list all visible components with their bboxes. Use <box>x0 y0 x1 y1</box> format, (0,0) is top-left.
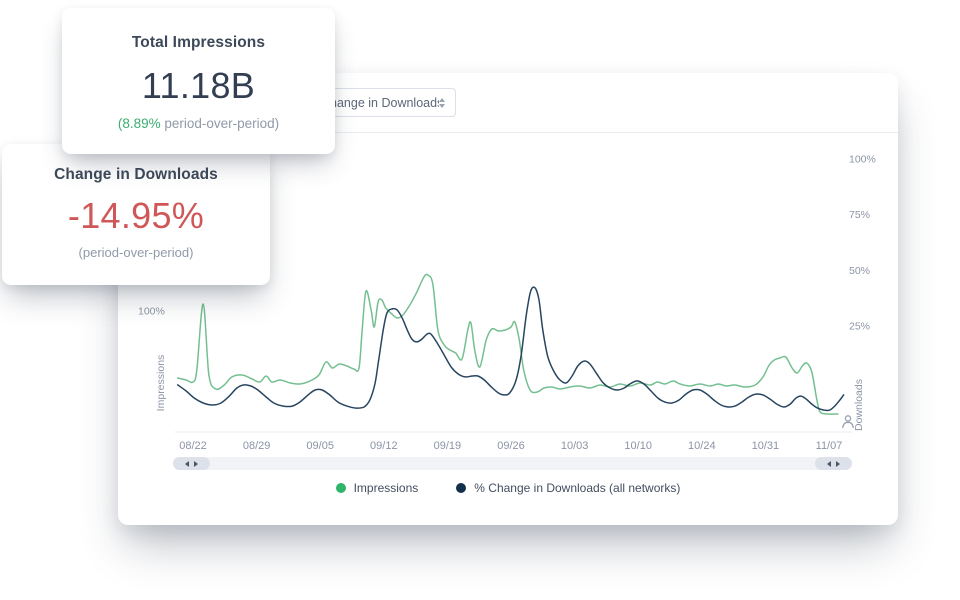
scrollbar-right-handle[interactable] <box>815 457 852 470</box>
legend-item[interactable]: Impressions <box>335 481 419 495</box>
line-chart: 08/22 08/29 09/05 09/12 09/19 09/26 10/03 10/10… <box>138 153 876 452</box>
scroll-left-icon[interactable] <box>827 460 831 467</box>
chart-scrollbar[interactable] <box>173 457 852 470</box>
chart-legend: Impressions % Change in Downloads (all ne… <box>118 481 898 495</box>
legend-label: % Change in Downloads (all networks) <box>474 481 681 495</box>
metric-dropdown-value: Change in Downloads <box>321 95 439 110</box>
downloads-change-value: -14.95% <box>67 195 205 236</box>
legend-item[interactable]: % Change in Downloads (all networks) <box>456 481 680 495</box>
person-icon[interactable] <box>841 414 855 429</box>
impressions-subtext: (8.89% period-over-period) <box>62 116 335 131</box>
x-tick-label: 10/03 <box>561 440 589 452</box>
x-tick-label: 10/24 <box>688 440 716 452</box>
legend-label: Impressions <box>353 481 419 495</box>
downloads-change-caption: (period-over-period) <box>78 245 194 260</box>
x-tick-label: 09/26 <box>497 440 525 452</box>
chart-area: 08/22 08/29 09/05 09/12 09/19 09/26 10/03 10/10… <box>118 73 898 453</box>
x-tick-label: 11/07 <box>816 440 843 452</box>
right-tick-label: 25% <box>849 321 870 333</box>
right-tick-label: 75% <box>849 209 870 221</box>
scroll-left-icon[interactable] <box>185 460 189 467</box>
x-tick-label: 10/31 <box>752 440 780 452</box>
total-impressions-card: Total Impressions 11.18B (8.89% period-o… <box>62 8 335 154</box>
impressions-change-caption: period-over-period) <box>160 116 280 131</box>
scrollbar-left-handle[interactable] <box>173 457 210 470</box>
downloads-change-line <box>176 286 845 412</box>
card-title: Total Impressions <box>131 34 266 51</box>
right-tick-label: 50% <box>849 265 870 277</box>
legend-dot-icon <box>456 483 467 493</box>
x-tick-label: 10/10 <box>624 440 652 452</box>
scroll-right-icon[interactable] <box>194 460 198 467</box>
impressions-change-pct: (8.89% <box>117 116 161 131</box>
legend-dot-icon <box>335 483 346 493</box>
impressions-line <box>176 273 839 415</box>
x-tick-label: 09/12 <box>370 440 398 452</box>
chevron-updown-icon <box>439 97 445 108</box>
left-tick-label: 100% <box>138 306 165 318</box>
left-axis-label: Impressions <box>155 355 167 412</box>
card-title: Change in Downloads <box>54 166 218 183</box>
change-in-downloads-card: Change in Downloads -14.95% (period-over… <box>2 144 270 285</box>
right-axis-label: Downloads <box>853 379 865 431</box>
x-tick-label: 09/19 <box>434 440 462 452</box>
x-tick-label: 08/22 <box>179 440 207 452</box>
impressions-value: 11.18B <box>141 65 256 106</box>
x-tick-label: 09/05 <box>306 440 334 452</box>
right-tick-label: 100% <box>849 153 876 165</box>
x-tick-label: 08/29 <box>243 440 271 452</box>
scroll-right-icon[interactable] <box>836 460 840 467</box>
